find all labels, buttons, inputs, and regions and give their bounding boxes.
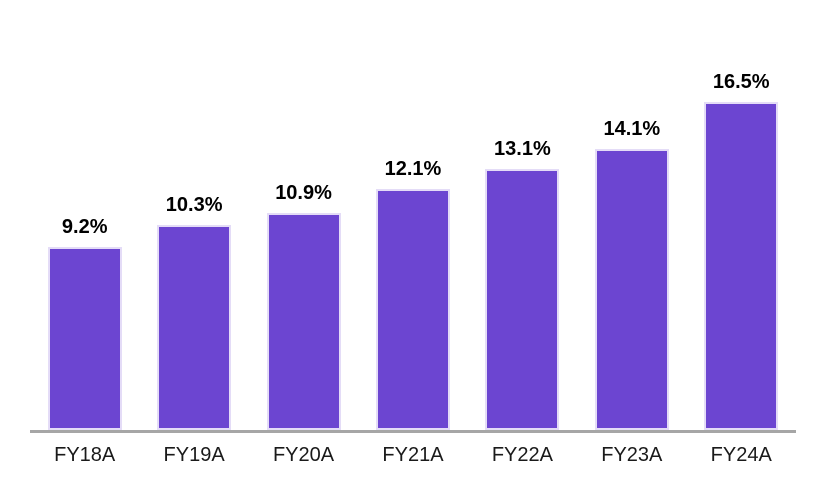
bar-column: 10.3% — [139, 0, 248, 430]
bar-value-label: 12.1% — [384, 158, 442, 181]
bar-value-label: 9.2% — [61, 215, 108, 238]
bar — [47, 246, 122, 430]
bar-column: 14.1% — [577, 0, 686, 430]
x-axis-line — [30, 430, 796, 433]
plot-area: 9.2% 10.3% 10.9% 12.1% 13.1% 14.1% 16.5% — [30, 0, 796, 430]
x-axis-labels: FY18A FY19A FY20A FY21A FY22A FY23A FY24A — [30, 443, 796, 467]
x-axis-tick-label: FY20A — [272, 444, 335, 466]
bar-value-label: 13.1% — [494, 138, 551, 161]
x-axis-tick-label: FY24A — [710, 444, 772, 466]
bar — [266, 213, 341, 430]
bar — [594, 149, 669, 430]
bar-column: 9.2% — [30, 0, 139, 430]
bar-value-label: 16.5% — [712, 70, 770, 93]
bar-column: 16.5% — [687, 0, 796, 430]
bar-column: 12.1% — [358, 0, 467, 430]
bar — [485, 169, 560, 430]
bar-column: 13.1% — [468, 0, 577, 430]
x-axis-tick-label: FY21A — [382, 444, 444, 466]
x-axis-tick-label: FY19A — [163, 444, 225, 466]
bar-column: 10.9% — [249, 0, 358, 430]
bar-value-label: 14.1% — [603, 118, 661, 141]
x-axis-tick-label: FY18A — [54, 444, 116, 466]
x-axis-tick-label: FY22A — [491, 444, 553, 466]
bar-value-label: 10.3% — [165, 194, 223, 216]
bar — [157, 225, 232, 430]
bar — [375, 189, 450, 430]
bar — [704, 101, 779, 430]
x-axis-tick-label: FY23A — [601, 444, 663, 466]
bar-value-label: 10.9% — [275, 182, 332, 204]
